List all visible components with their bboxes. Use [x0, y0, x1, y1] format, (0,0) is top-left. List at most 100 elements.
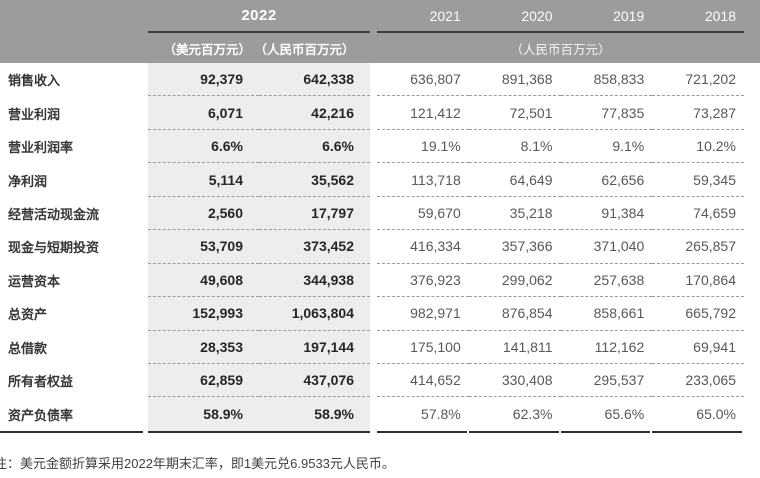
- value-2019: 371,040: [560, 230, 653, 264]
- value-2020: 62.3%: [512, 406, 553, 423]
- bottom-rule-segment: [652, 430, 742, 433]
- value-2021: 376,923: [377, 264, 469, 298]
- value-2021: 57.8%: [421, 406, 461, 423]
- column-header-2019: 2019: [613, 7, 645, 24]
- value-2018: 233,065: [652, 364, 744, 398]
- value-2018: 73,287: [652, 96, 744, 130]
- units-label-years: （人民币百万元）: [510, 42, 611, 57]
- table-row-net-profit: 净利润 5,114 35,562 113,718 64,649 62,656 5…: [0, 163, 744, 197]
- header-rules: [0, 31, 744, 33]
- value-2020: 891,368: [468, 63, 561, 97]
- value-2021: 982,971: [377, 297, 469, 331]
- value-2018: 74,659: [652, 197, 744, 231]
- row-label: 总资产: [8, 307, 48, 323]
- row-label: 资产负债率: [8, 407, 74, 423]
- value-2019: 257,638: [560, 264, 653, 298]
- table-row-operating-profit: 营业利润 6,071 42,216 121,412 72,501 77,835 …: [0, 96, 744, 130]
- bottom-rule-segment: [377, 430, 467, 433]
- row-label: 销售收入: [8, 73, 61, 89]
- bottom-rule-segment: [0, 430, 143, 433]
- row-label: 所有者权益: [8, 374, 74, 390]
- value-2019: 91,384: [560, 197, 653, 231]
- table-row-working-capital: 运营资本 49,608 344,938 376,923 299,062 257,…: [0, 263, 744, 298]
- value-2021: 59,670: [377, 197, 469, 231]
- value-2021: 121,412: [377, 96, 469, 130]
- column-header-2022: 2022: [241, 7, 277, 24]
- value-2022-rmb: 373,452: [259, 230, 370, 264]
- value-2022-usd: 58.9%: [148, 397, 259, 431]
- table-header: 2022 2021 2020 2019 2018 （美元百万元） （人民币百万元…: [0, 0, 760, 63]
- value-2018: 170,864: [652, 264, 744, 298]
- row-label: 营业利润率: [8, 140, 74, 156]
- header-rule-2022: [148, 31, 370, 33]
- value-2018: 10.2%: [652, 130, 744, 164]
- value-2019: 65.6%: [604, 406, 645, 423]
- value-2022-rmb: 1,063,804: [259, 297, 370, 331]
- value-2022-rmb: 35,562: [259, 163, 370, 197]
- value-2020: 64,649: [468, 163, 561, 197]
- table-body: 销售收入 92,379 642,338 636,807 891,368 858,…: [0, 63, 760, 431]
- value-2022-usd: 6.6%: [148, 129, 259, 164]
- table-row-operating-margin: 营业利润率 6.6% 6.6% 19.1% 8.1% 9.1% 10.2%: [0, 129, 744, 164]
- value-2020: 876,854: [468, 297, 561, 331]
- table-row-owners-equity: 所有者权益 62,859 437,076 414,652 330,408 295…: [0, 363, 744, 398]
- bottom-rule-segment: [148, 430, 370, 433]
- value-2020: 35,218: [468, 197, 561, 231]
- table-row-total-assets: 总资产 152,993 1,063,804 982,971 876,854 85…: [0, 297, 744, 331]
- value-2022-rmb: 437,076: [259, 363, 370, 398]
- value-2019: 112,162: [560, 331, 653, 364]
- value-2021: 175,100: [377, 331, 469, 364]
- value-2019: 62,656: [560, 163, 653, 197]
- bottom-rule-segment: [468, 430, 559, 433]
- value-2018: 721,202: [652, 63, 744, 97]
- bottom-rule-segment: [560, 430, 651, 433]
- table-row-total-borrowings: 总借款 28,353 197,144 175,100 141,811 112,1…: [0, 330, 744, 364]
- header-rule-years: [377, 31, 744, 33]
- value-2019: 77,835: [560, 96, 653, 130]
- value-2019: 295,537: [560, 364, 653, 398]
- value-2019: 858,661: [560, 297, 653, 331]
- header-years-row: 2022 2021 2020 2019 2018: [0, 0, 744, 31]
- value-2022-usd: 28,353: [148, 330, 259, 364]
- value-2022-usd: 152,993: [148, 297, 259, 331]
- row-label: 总借款: [8, 340, 48, 356]
- value-2022-rmb: 42,216: [259, 96, 370, 130]
- table-row-sales-revenue: 销售收入 92,379 642,338 636,807 891,368 858,…: [0, 63, 744, 97]
- table-row-operating-cash-flow: 经营活动现金流 2,560 17,797 59,670 35,218 91,38…: [0, 196, 744, 231]
- header-units-row: （美元百万元） （人民币百万元） （人民币百万元）: [0, 33, 744, 63]
- column-header-2020: 2020: [521, 7, 553, 24]
- exchange-rate-footnote: 注：美元金额折算采用2022年期末汇率，即1美元兑6.9533元人民币。: [0, 455, 395, 471]
- table-bottom-rule: [0, 430, 744, 433]
- value-2021: 416,334: [377, 230, 469, 264]
- row-label: 净利润: [8, 173, 48, 189]
- value-2018: 65.0%: [696, 406, 736, 423]
- value-2020: 330,408: [468, 364, 561, 398]
- value-2022-usd: 5,114: [148, 163, 259, 197]
- row-label: 营业利润: [8, 106, 61, 122]
- value-2020: 8.1%: [468, 130, 561, 164]
- value-2018: 59,345: [652, 163, 744, 197]
- value-2022-rmb: 58.9%: [259, 397, 370, 431]
- value-2021: 19.1%: [377, 130, 469, 164]
- value-2018: 69,941: [652, 331, 744, 364]
- column-header-2018: 2018: [704, 7, 736, 24]
- value-2022-rmb: 642,338: [259, 63, 370, 97]
- units-label-2022: （美元百万元） （人民币百万元）: [163, 42, 355, 57]
- column-header-2021: 2021: [429, 7, 461, 24]
- row-label: 经营活动现金流: [8, 206, 100, 222]
- value-2021: 113,718: [377, 163, 469, 197]
- row-label: 运营资本: [8, 273, 61, 289]
- value-2022-usd: 62,859: [148, 363, 259, 398]
- value-2019: 9.1%: [560, 130, 653, 164]
- value-2019: 858,833: [560, 63, 653, 97]
- value-2022-usd: 92,379: [148, 63, 259, 97]
- table-row-cash-short-term-investments: 现金与短期投资 53,709 373,452 416,334 357,366 3…: [0, 230, 744, 264]
- value-2018: 665,792: [652, 297, 744, 331]
- row-label: 现金与短期投资: [8, 240, 100, 256]
- value-2021: 414,652: [377, 364, 469, 398]
- value-2018: 265,857: [652, 230, 744, 264]
- value-2020: 299,062: [468, 264, 561, 298]
- value-2022-rmb: 344,938: [259, 263, 370, 298]
- value-2022-rmb: 17,797: [259, 196, 370, 231]
